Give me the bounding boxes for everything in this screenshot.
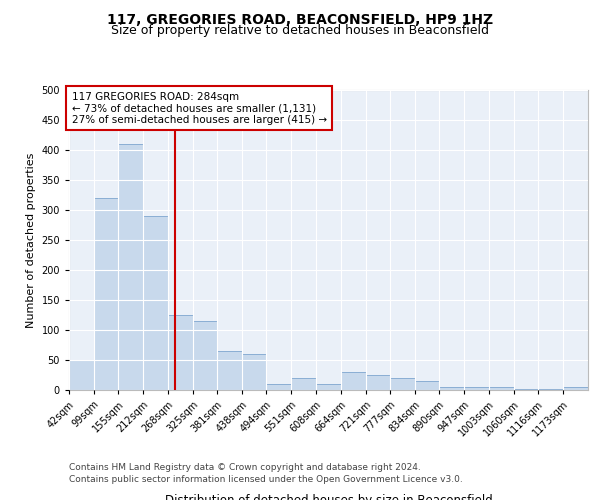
Text: Contains HM Land Registry data © Crown copyright and database right 2024.: Contains HM Land Registry data © Crown c…: [69, 464, 421, 472]
Bar: [316, 384, 341, 390]
Bar: [69, 360, 94, 390]
Bar: [94, 198, 118, 390]
Bar: [118, 144, 143, 390]
Text: Size of property relative to detached houses in Beaconsfield: Size of property relative to detached ho…: [111, 24, 489, 37]
Bar: [143, 216, 168, 390]
Bar: [365, 375, 390, 390]
X-axis label: Distribution of detached houses by size in Beaconsfield: Distribution of detached houses by size …: [164, 494, 493, 500]
Bar: [193, 321, 217, 390]
Text: Contains public sector information licensed under the Open Government Licence v3: Contains public sector information licen…: [69, 474, 463, 484]
Bar: [217, 351, 242, 390]
Bar: [266, 384, 292, 390]
Text: 117, GREGORIES ROAD, BEACONSFIELD, HP9 1HZ: 117, GREGORIES ROAD, BEACONSFIELD, HP9 1…: [107, 12, 493, 26]
Bar: [464, 387, 489, 390]
Bar: [563, 387, 588, 390]
Bar: [242, 354, 266, 390]
Bar: [390, 378, 415, 390]
Bar: [489, 387, 514, 390]
Bar: [292, 378, 316, 390]
Bar: [514, 389, 538, 390]
Bar: [538, 389, 563, 390]
Y-axis label: Number of detached properties: Number of detached properties: [26, 152, 36, 328]
Bar: [439, 387, 464, 390]
Bar: [341, 372, 365, 390]
Bar: [168, 315, 193, 390]
Bar: [415, 381, 439, 390]
Text: 117 GREGORIES ROAD: 284sqm
← 73% of detached houses are smaller (1,131)
27% of s: 117 GREGORIES ROAD: 284sqm ← 73% of deta…: [71, 92, 327, 124]
